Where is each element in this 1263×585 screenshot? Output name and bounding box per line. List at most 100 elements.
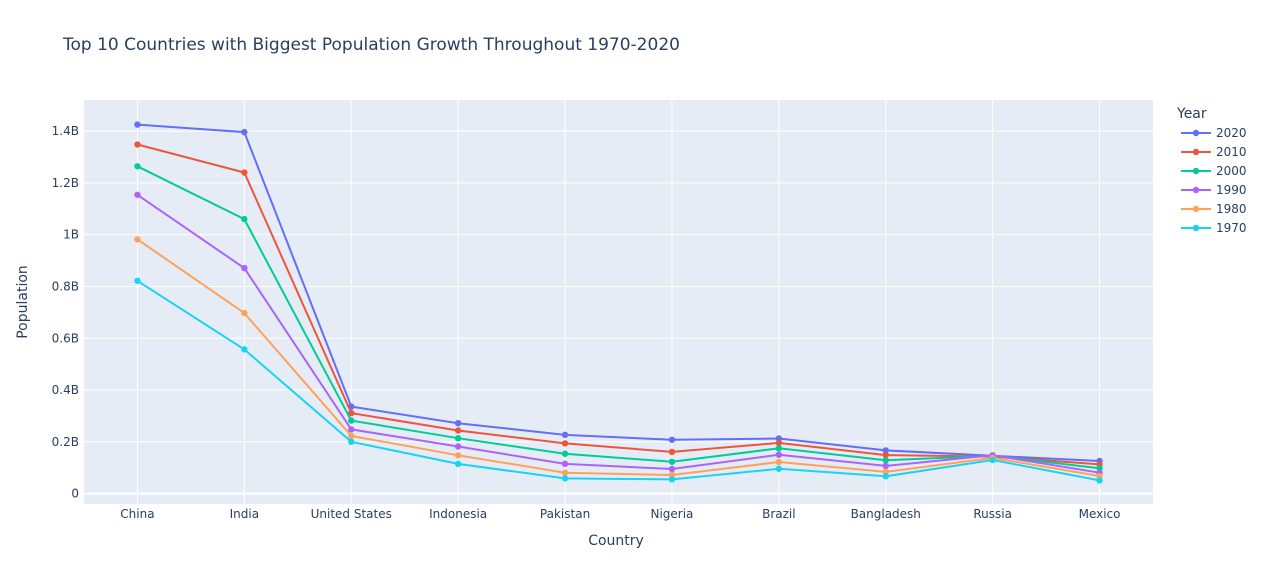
data-point[interactable] (561, 469, 569, 476)
data-point[interactable] (882, 457, 889, 464)
legend-item-1990[interactable]: 1990 (1181, 183, 1247, 197)
data-point[interactable] (882, 468, 889, 476)
x-tick-label: Mexico (1079, 507, 1121, 521)
data-point[interactable] (1096, 472, 1103, 480)
data-point[interactable] (134, 163, 141, 170)
legend-marker (1192, 205, 1200, 213)
data-point[interactable] (882, 462, 889, 470)
data-point[interactable] (241, 309, 248, 317)
data-point[interactable] (241, 169, 248, 176)
x-tick-label: Indonesia (429, 507, 487, 521)
data-point[interactable] (241, 264, 248, 272)
x-tick-label: Pakistan (540, 507, 590, 521)
x-tick-label: Nigeria (650, 507, 693, 521)
data-point[interactable] (561, 475, 569, 482)
x-tick-label: India (230, 507, 259, 521)
data-point[interactable] (241, 215, 248, 223)
data-point[interactable] (348, 432, 355, 440)
data-point[interactable] (668, 436, 676, 443)
data-point[interactable] (348, 409, 355, 417)
data-point[interactable] (668, 471, 676, 479)
y-tick-label: 0.8B (52, 279, 79, 293)
data-point[interactable] (775, 458, 783, 466)
data-point[interactable] (1096, 465, 1103, 472)
y-tick-label: 1.2B (52, 176, 79, 190)
legend-item-2000[interactable]: 2000 (1181, 164, 1247, 178)
x-tick-labels: China India United States Indonesia Pakistan… (120, 507, 1120, 521)
series-1970 (134, 277, 1103, 484)
data-point[interactable] (134, 236, 141, 243)
data-point[interactable] (668, 465, 676, 473)
data-point[interactable] (241, 346, 248, 353)
series-group (134, 121, 1103, 484)
legend-marker (1192, 186, 1200, 194)
data-point[interactable] (561, 440, 569, 447)
y-axis-title: Population (15, 265, 31, 339)
data-point[interactable] (348, 438, 355, 446)
data-point[interactable] (134, 191, 141, 198)
data-point[interactable] (775, 465, 783, 472)
legend-label: 1970 (1216, 221, 1247, 235)
legend-item-1980[interactable]: 1980 (1181, 202, 1247, 216)
data-point[interactable] (882, 447, 889, 454)
y-tick-label: 0 (71, 487, 79, 501)
data-point[interactable] (775, 451, 783, 458)
data-point[interactable] (1096, 477, 1103, 484)
data-point[interactable] (561, 460, 569, 468)
data-point[interactable] (241, 128, 248, 136)
y-tick-labels: 0 0.2B 0.4B 0.6B 0.8B 1B 1.2B 1.4B (52, 124, 79, 501)
data-point[interactable] (454, 460, 462, 468)
data-point[interactable] (668, 448, 676, 456)
data-point[interactable] (454, 420, 462, 427)
data-point[interactable] (775, 439, 783, 447)
y-tick-label: 1.4B (52, 124, 79, 138)
legend-marker (1192, 224, 1200, 232)
data-point[interactable] (668, 458, 676, 465)
data-point[interactable] (561, 431, 569, 439)
data-point[interactable] (989, 456, 996, 464)
series-2020 (134, 121, 1103, 465)
data-point[interactable] (668, 476, 676, 483)
data-point[interactable] (454, 443, 462, 450)
series-line (136, 165, 1100, 470)
legend-label: 1990 (1216, 183, 1247, 197)
data-point[interactable] (348, 417, 355, 424)
data-point[interactable] (882, 451, 889, 459)
data-point[interactable] (882, 473, 889, 480)
chart-title: Top 10 Countries with Biggest Population… (62, 35, 680, 55)
data-point[interactable] (134, 277, 141, 284)
legend[interactable]: Year 2020 2010 2000 1990 1980 1970 (1176, 106, 1247, 235)
y-tick-label: 0.2B (52, 435, 79, 449)
y-tick-label: 0.6B (52, 331, 79, 345)
legend-label: 2020 (1216, 126, 1247, 140)
legend-title: Year (1176, 106, 1207, 122)
legend-item-2020[interactable]: 2020 (1181, 126, 1247, 140)
series-line (137, 123, 1100, 462)
data-point[interactable] (561, 450, 569, 457)
data-point[interactable] (454, 427, 462, 434)
series-line (137, 143, 1100, 466)
data-point[interactable] (454, 435, 462, 442)
x-axis-title: Country (588, 533, 644, 549)
series-line (136, 238, 1100, 477)
data-point[interactable] (775, 435, 783, 442)
legend-item-2010[interactable]: 2010 (1181, 145, 1247, 159)
data-point[interactable] (134, 141, 141, 148)
series-line (136, 279, 1100, 482)
series-1980 (134, 236, 1103, 480)
legend-item-1970[interactable]: 1970 (1181, 221, 1247, 235)
data-point[interactable] (454, 452, 462, 459)
y-tick-label: 1B (63, 228, 79, 242)
data-point[interactable] (775, 445, 783, 452)
y-tick-label: 0.4B (52, 383, 79, 397)
x-tick-label: United States (311, 507, 392, 521)
x-tick-label: Russia (973, 507, 1012, 521)
legend-label: 1980 (1216, 202, 1247, 216)
legend-label: 2000 (1216, 164, 1247, 178)
data-point[interactable] (348, 426, 355, 433)
legend-marker (1192, 167, 1200, 175)
x-tick-label: China (120, 507, 154, 521)
x-tick-label: Bangladesh (851, 507, 921, 521)
data-point[interactable] (134, 121, 141, 128)
